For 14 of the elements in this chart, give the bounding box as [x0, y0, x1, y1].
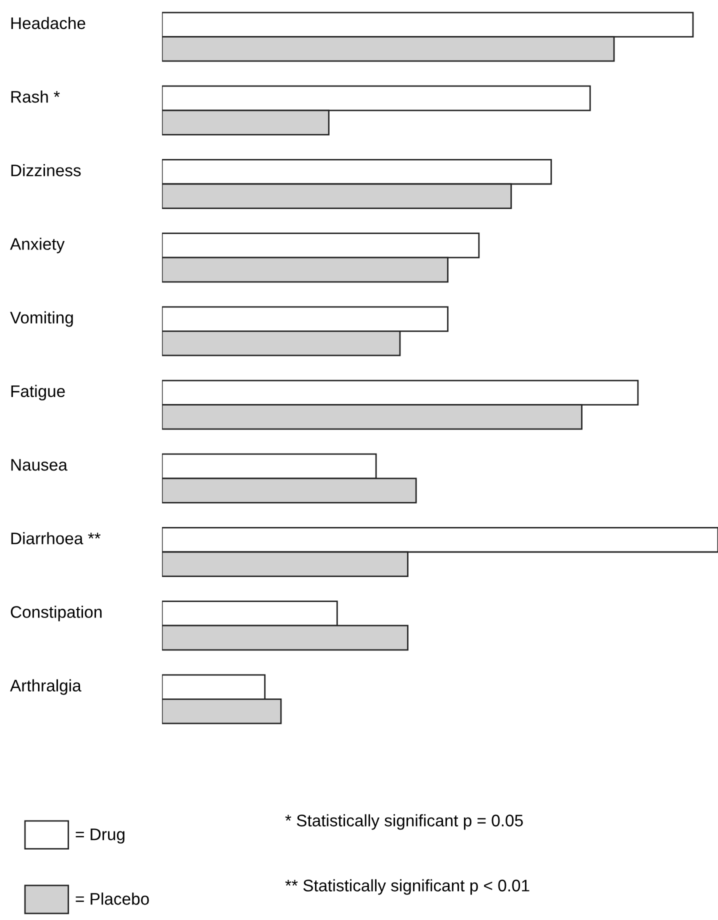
text: ** Statistically significant p < 0.01 [285, 879, 530, 895]
y-tick-label: Rash * [11, 90, 60, 103]
y-tick-label: Diarrhoea ** [11, 532, 101, 544]
text: * Statistically significant p = 0.05 [285, 814, 523, 830]
y-tick-label: Constipation [10, 606, 102, 622]
y-tick-label: Arthralgia [10, 679, 82, 695]
y-tick-label: Headache [11, 16, 86, 30]
legend-label: = Drug [76, 828, 124, 844]
y-tick-label: Dizziness [11, 164, 81, 176]
y-tick-label: Nausea [11, 459, 68, 471]
y-tick-label: Vomiting [10, 311, 73, 327]
y-tick-label: Fatigue [11, 384, 65, 400]
y-tick-label: Anxiety [10, 238, 65, 254]
legend-label: = Placebo [76, 892, 149, 905]
